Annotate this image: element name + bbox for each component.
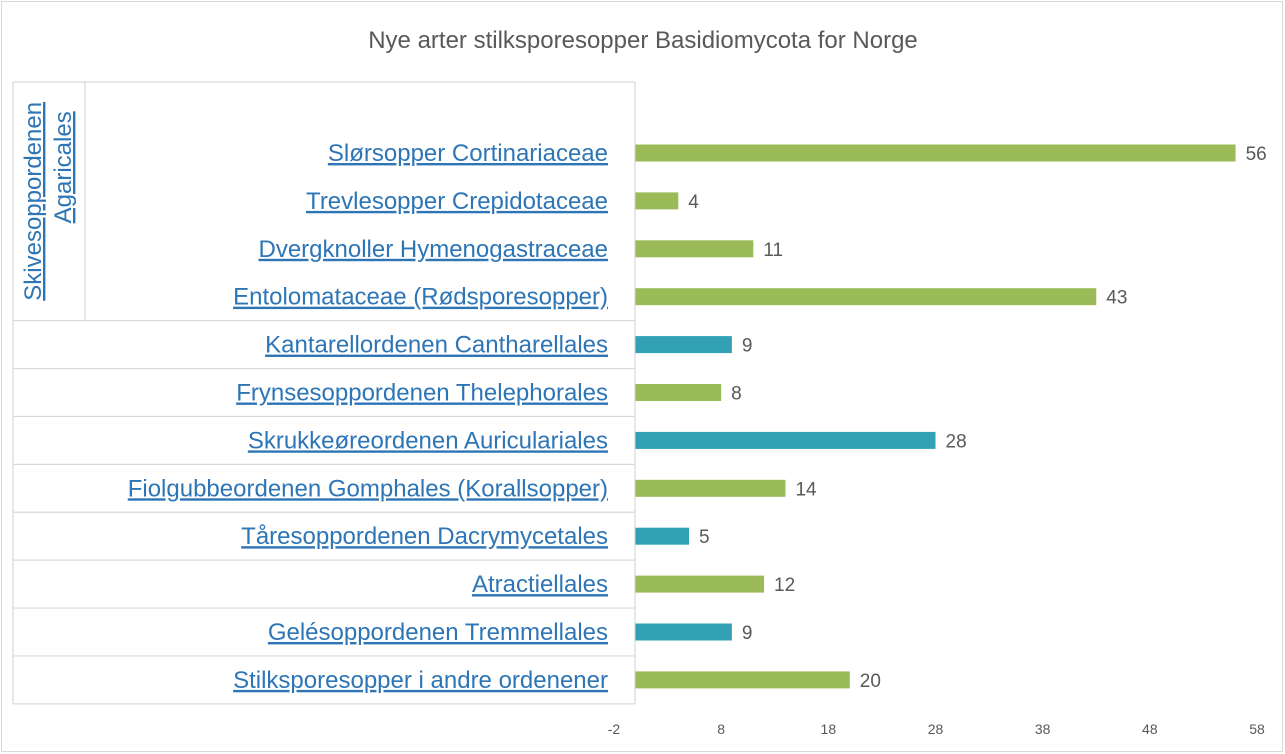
category-label-table: Skivesoppordenen Agaricales Slørsopper Cor… <box>12 81 636 705</box>
group-label-line1[interactable]: Skivesoppordenen <box>20 102 47 301</box>
category-label[interactable]: Kantarellordenen Cantharellales <box>265 332 608 359</box>
bar <box>635 336 732 354</box>
category-label[interactable]: Stilksporesopper i andre ordenener <box>233 667 608 694</box>
data-label: 4 <box>688 192 699 213</box>
category-label[interactable]: Fiolgubbeordenen Gomphales (Korallsopper… <box>128 475 608 502</box>
data-label: 56 <box>1246 144 1267 165</box>
data-label: 14 <box>795 479 817 500</box>
category-label[interactable]: Tåresoppordenen Dacrymycetales <box>241 523 608 550</box>
group-label-line2[interactable]: Agaricales <box>50 111 77 223</box>
bar <box>635 575 765 593</box>
category-label[interactable]: Skrukkeøreordenen Auriculariales <box>248 427 608 454</box>
data-label: 28 <box>946 431 967 452</box>
bar <box>635 671 850 689</box>
category-label[interactable]: Atractiellales <box>472 571 608 598</box>
x-tick-label: 48 <box>1142 721 1158 737</box>
data-label: 43 <box>1106 288 1127 309</box>
category-label[interactable]: Dvergknoller Hymenogastraceae <box>259 236 609 263</box>
data-label: 8 <box>731 384 742 405</box>
bar <box>635 479 786 497</box>
bar <box>635 240 754 258</box>
data-label: 12 <box>774 575 795 596</box>
data-label: 11 <box>763 240 783 261</box>
x-tick-label: 28 <box>928 721 944 737</box>
data-label: 5 <box>699 527 710 548</box>
data-label: 9 <box>742 623 753 644</box>
category-label[interactable]: Gelésoppordenen Tremmellales <box>268 619 608 646</box>
x-tick-label: -2 <box>608 721 621 737</box>
category-label[interactable]: Trevlesopper Crepidotaceae <box>306 188 608 215</box>
bar <box>635 288 1097 306</box>
x-axis-ticks: -2 8 18 28 38 48 58 <box>608 721 1265 737</box>
x-tick-label: 58 <box>1249 721 1265 737</box>
category-label[interactable]: Entolomataceae (Rødsporesopper) <box>233 284 608 311</box>
data-label: 20 <box>860 671 881 692</box>
category-label[interactable]: Slørsopper Cortinariaceae <box>328 140 608 167</box>
bars-group <box>635 144 1236 689</box>
bar <box>635 384 722 401</box>
x-tick-label: 18 <box>821 721 837 737</box>
chart-title: Nye arter stilksporesopper Basidiomycota… <box>368 27 918 54</box>
bar <box>635 192 679 210</box>
data-label: 9 <box>742 336 753 357</box>
category-label[interactable]: Frynsesoppordenen Thelephorales <box>236 380 608 407</box>
bar <box>635 527 690 545</box>
x-tick-label: 38 <box>1035 721 1051 737</box>
bar <box>635 431 936 449</box>
data-labels-group: 56 4 11 43 9 8 28 14 5 12 9 20 <box>688 144 1266 692</box>
bar <box>635 623 732 641</box>
bar <box>635 144 1236 162</box>
x-tick-label: 8 <box>717 721 725 737</box>
